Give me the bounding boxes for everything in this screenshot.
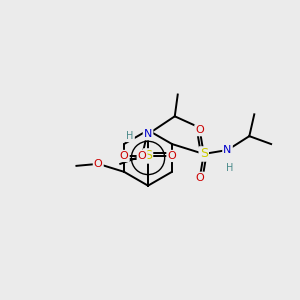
- Text: O: O: [167, 151, 176, 161]
- Text: H: H: [226, 163, 233, 173]
- Text: O: O: [94, 159, 103, 169]
- Text: H: H: [127, 131, 134, 141]
- Text: O: O: [195, 125, 204, 135]
- Text: O: O: [120, 151, 129, 161]
- Text: N: N: [144, 129, 152, 139]
- Text: O: O: [138, 151, 146, 161]
- Text: N: N: [223, 145, 232, 155]
- Text: S: S: [144, 149, 152, 162]
- Text: O: O: [195, 173, 204, 183]
- Text: S: S: [200, 148, 208, 160]
